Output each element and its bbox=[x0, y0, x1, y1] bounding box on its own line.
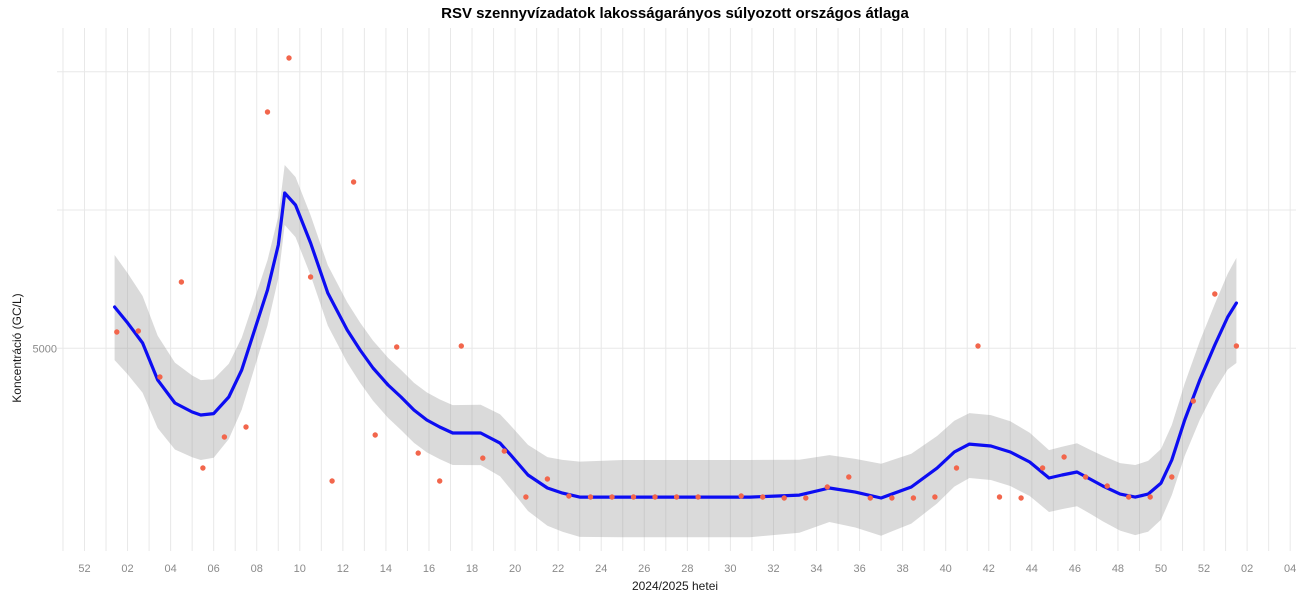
data-point bbox=[286, 55, 292, 61]
data-point bbox=[1212, 291, 1218, 297]
data-point bbox=[1190, 398, 1197, 404]
x-tick-label: 40 bbox=[940, 563, 952, 575]
data-point bbox=[157, 374, 163, 380]
data-point bbox=[178, 279, 185, 285]
gridlines bbox=[57, 28, 1296, 551]
data-point bbox=[221, 434, 228, 440]
data-point bbox=[200, 465, 206, 471]
data-point bbox=[846, 474, 852, 480]
x-tick-label: 44 bbox=[1026, 563, 1038, 575]
x-tick-label: 36 bbox=[853, 563, 865, 575]
x-tick-label: 26 bbox=[638, 563, 650, 575]
data-point bbox=[673, 494, 680, 500]
x-tick-label: 42 bbox=[983, 563, 995, 575]
x-axis-title: 2024/2025 hetei bbox=[631, 579, 719, 593]
x-tick-label: 14 bbox=[380, 563, 392, 575]
x-tick-label: 04 bbox=[164, 563, 176, 575]
data-point bbox=[566, 493, 572, 499]
data-point bbox=[1039, 465, 1046, 471]
data-point bbox=[350, 179, 357, 185]
y-tick-label: 5000 bbox=[33, 343, 57, 355]
data-point bbox=[264, 109, 271, 115]
data-point bbox=[1233, 343, 1240, 349]
x-tick-label: 10 bbox=[294, 563, 306, 575]
x-tick-label: 32 bbox=[767, 563, 779, 575]
data-point bbox=[652, 494, 658, 500]
data-point bbox=[975, 343, 981, 349]
data-point bbox=[372, 432, 378, 438]
data-point bbox=[437, 478, 443, 484]
data-point bbox=[1126, 494, 1132, 500]
data-point bbox=[114, 329, 120, 335]
data-point bbox=[394, 344, 400, 350]
data-point bbox=[953, 465, 960, 471]
x-tick-label: 46 bbox=[1069, 563, 1081, 575]
x-tick-label: 06 bbox=[208, 563, 220, 575]
x-tick-label: 22 bbox=[552, 563, 564, 575]
data-point bbox=[587, 494, 594, 500]
x-tick-label: 12 bbox=[337, 563, 349, 575]
data-point bbox=[501, 448, 507, 454]
x-tick-label: 52 bbox=[1198, 563, 1210, 575]
data-point bbox=[932, 494, 938, 500]
data-point bbox=[135, 328, 141, 334]
data-point bbox=[738, 493, 744, 499]
x-tick-label: 28 bbox=[681, 563, 693, 575]
x-tick-label: 24 bbox=[595, 563, 607, 575]
data-point bbox=[824, 484, 830, 490]
x-tick-label: 02 bbox=[121, 563, 133, 575]
x-tick-label: 08 bbox=[251, 563, 263, 575]
data-point bbox=[243, 424, 249, 430]
data-point bbox=[307, 274, 314, 280]
x-tick-label: 20 bbox=[509, 563, 521, 575]
data-point bbox=[760, 494, 766, 500]
x-tick-label: 52 bbox=[78, 563, 90, 575]
trend-line bbox=[112, 191, 1239, 500]
data-point bbox=[458, 343, 464, 349]
x-tick-label: 48 bbox=[1112, 563, 1124, 575]
y-tick-labels: 5000 bbox=[33, 343, 57, 355]
data-point bbox=[609, 494, 615, 500]
data-point bbox=[329, 478, 335, 484]
x-tick-labels: 52 02 04 06 08 10 12 14 16 18 20 22 24 26 28 30 32 34 36 38… bbox=[78, 563, 1296, 575]
chart-title: RSV szennyvízadatok lakosságarányos súly… bbox=[441, 5, 909, 22]
data-point bbox=[1082, 474, 1089, 480]
x-tick-label: 02 bbox=[1241, 563, 1253, 575]
x-tick-label: 04 bbox=[1284, 563, 1296, 575]
data-point bbox=[781, 495, 787, 501]
x-tick-label: 34 bbox=[810, 563, 822, 575]
x-tick-label: 18 bbox=[466, 563, 478, 575]
confidence-band bbox=[114, 165, 1237, 538]
x-tick-label: 38 bbox=[897, 563, 909, 575]
scatter-points bbox=[114, 55, 1240, 501]
data-point bbox=[523, 494, 529, 500]
data-point bbox=[544, 476, 551, 482]
x-tick-label: 50 bbox=[1155, 563, 1167, 575]
data-point bbox=[1061, 454, 1067, 460]
x-tick-label: 30 bbox=[724, 563, 736, 575]
y-axis-title: Koncentráció (GC/L) bbox=[10, 293, 24, 403]
data-point bbox=[1018, 495, 1024, 501]
data-point bbox=[867, 495, 873, 501]
data-point bbox=[630, 494, 637, 500]
data-point bbox=[1169, 474, 1175, 480]
data-point bbox=[1104, 483, 1110, 489]
data-point bbox=[889, 495, 895, 501]
data-point bbox=[480, 455, 486, 461]
data-point bbox=[695, 494, 701, 500]
data-point bbox=[910, 495, 917, 501]
data-point bbox=[803, 495, 809, 501]
data-point bbox=[996, 494, 1003, 500]
data-point bbox=[415, 450, 421, 456]
data-point bbox=[1147, 494, 1153, 500]
x-tick-label: 16 bbox=[423, 563, 435, 575]
